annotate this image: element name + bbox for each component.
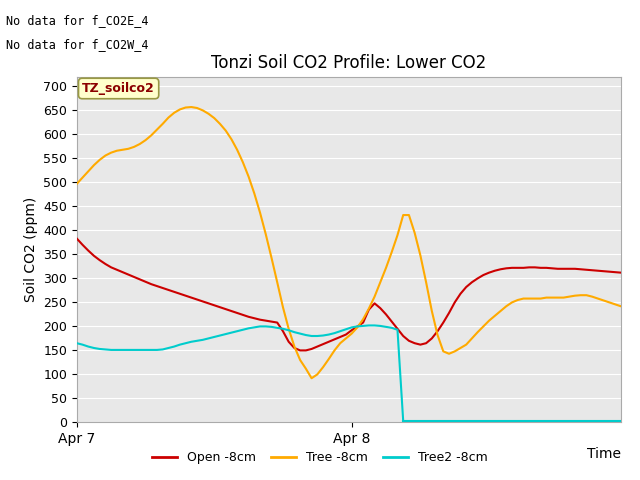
Y-axis label: Soil CO2 (ppm): Soil CO2 (ppm) xyxy=(24,197,38,302)
Tree -8cm xyxy=(617,303,625,309)
Open -8cm xyxy=(73,236,81,241)
Open -8cm xyxy=(617,270,625,276)
Tree -8cm xyxy=(308,375,316,381)
Open -8cm xyxy=(353,324,361,329)
Legend: Open -8cm, Tree -8cm, Tree2 -8cm: Open -8cm, Tree -8cm, Tree2 -8cm xyxy=(147,446,493,469)
Tree2 -8cm xyxy=(273,325,281,331)
Text: No data for f_CO2E_4: No data for f_CO2E_4 xyxy=(6,14,149,27)
Tree -8cm xyxy=(319,364,327,370)
Tree -8cm xyxy=(73,181,81,187)
Open -8cm xyxy=(228,308,236,314)
Title: Tonzi Soil CO2 Profile: Lower CO2: Tonzi Soil CO2 Profile: Lower CO2 xyxy=(211,54,486,72)
Open -8cm xyxy=(296,348,304,353)
Text: TZ_soilco2: TZ_soilco2 xyxy=(82,82,155,95)
Open -8cm xyxy=(577,266,584,272)
Tree2 -8cm xyxy=(308,333,316,339)
Line: Tree -8cm: Tree -8cm xyxy=(77,107,621,378)
Tree -8cm xyxy=(376,279,384,285)
Tree2 -8cm xyxy=(119,347,127,353)
Line: Tree2 -8cm: Tree2 -8cm xyxy=(77,325,438,421)
Open -8cm xyxy=(371,300,378,306)
Tree -8cm xyxy=(582,292,590,298)
Tree2 -8cm xyxy=(250,324,258,330)
Text: Time: Time xyxy=(587,446,621,461)
Tree2 -8cm xyxy=(73,340,81,346)
Open -8cm xyxy=(314,344,321,349)
Tree2 -8cm xyxy=(434,419,442,424)
Tree2 -8cm xyxy=(405,419,413,424)
Tree -8cm xyxy=(234,147,241,153)
Tree2 -8cm xyxy=(365,323,372,328)
Tree -8cm xyxy=(147,132,155,138)
Line: Open -8cm: Open -8cm xyxy=(77,239,621,350)
Tree2 -8cm xyxy=(302,332,310,338)
Tree -8cm xyxy=(359,316,367,322)
Tree -8cm xyxy=(188,104,195,110)
Open -8cm xyxy=(147,281,155,287)
Tree2 -8cm xyxy=(222,331,230,337)
Text: No data for f_CO2W_4: No data for f_CO2W_4 xyxy=(6,38,149,51)
